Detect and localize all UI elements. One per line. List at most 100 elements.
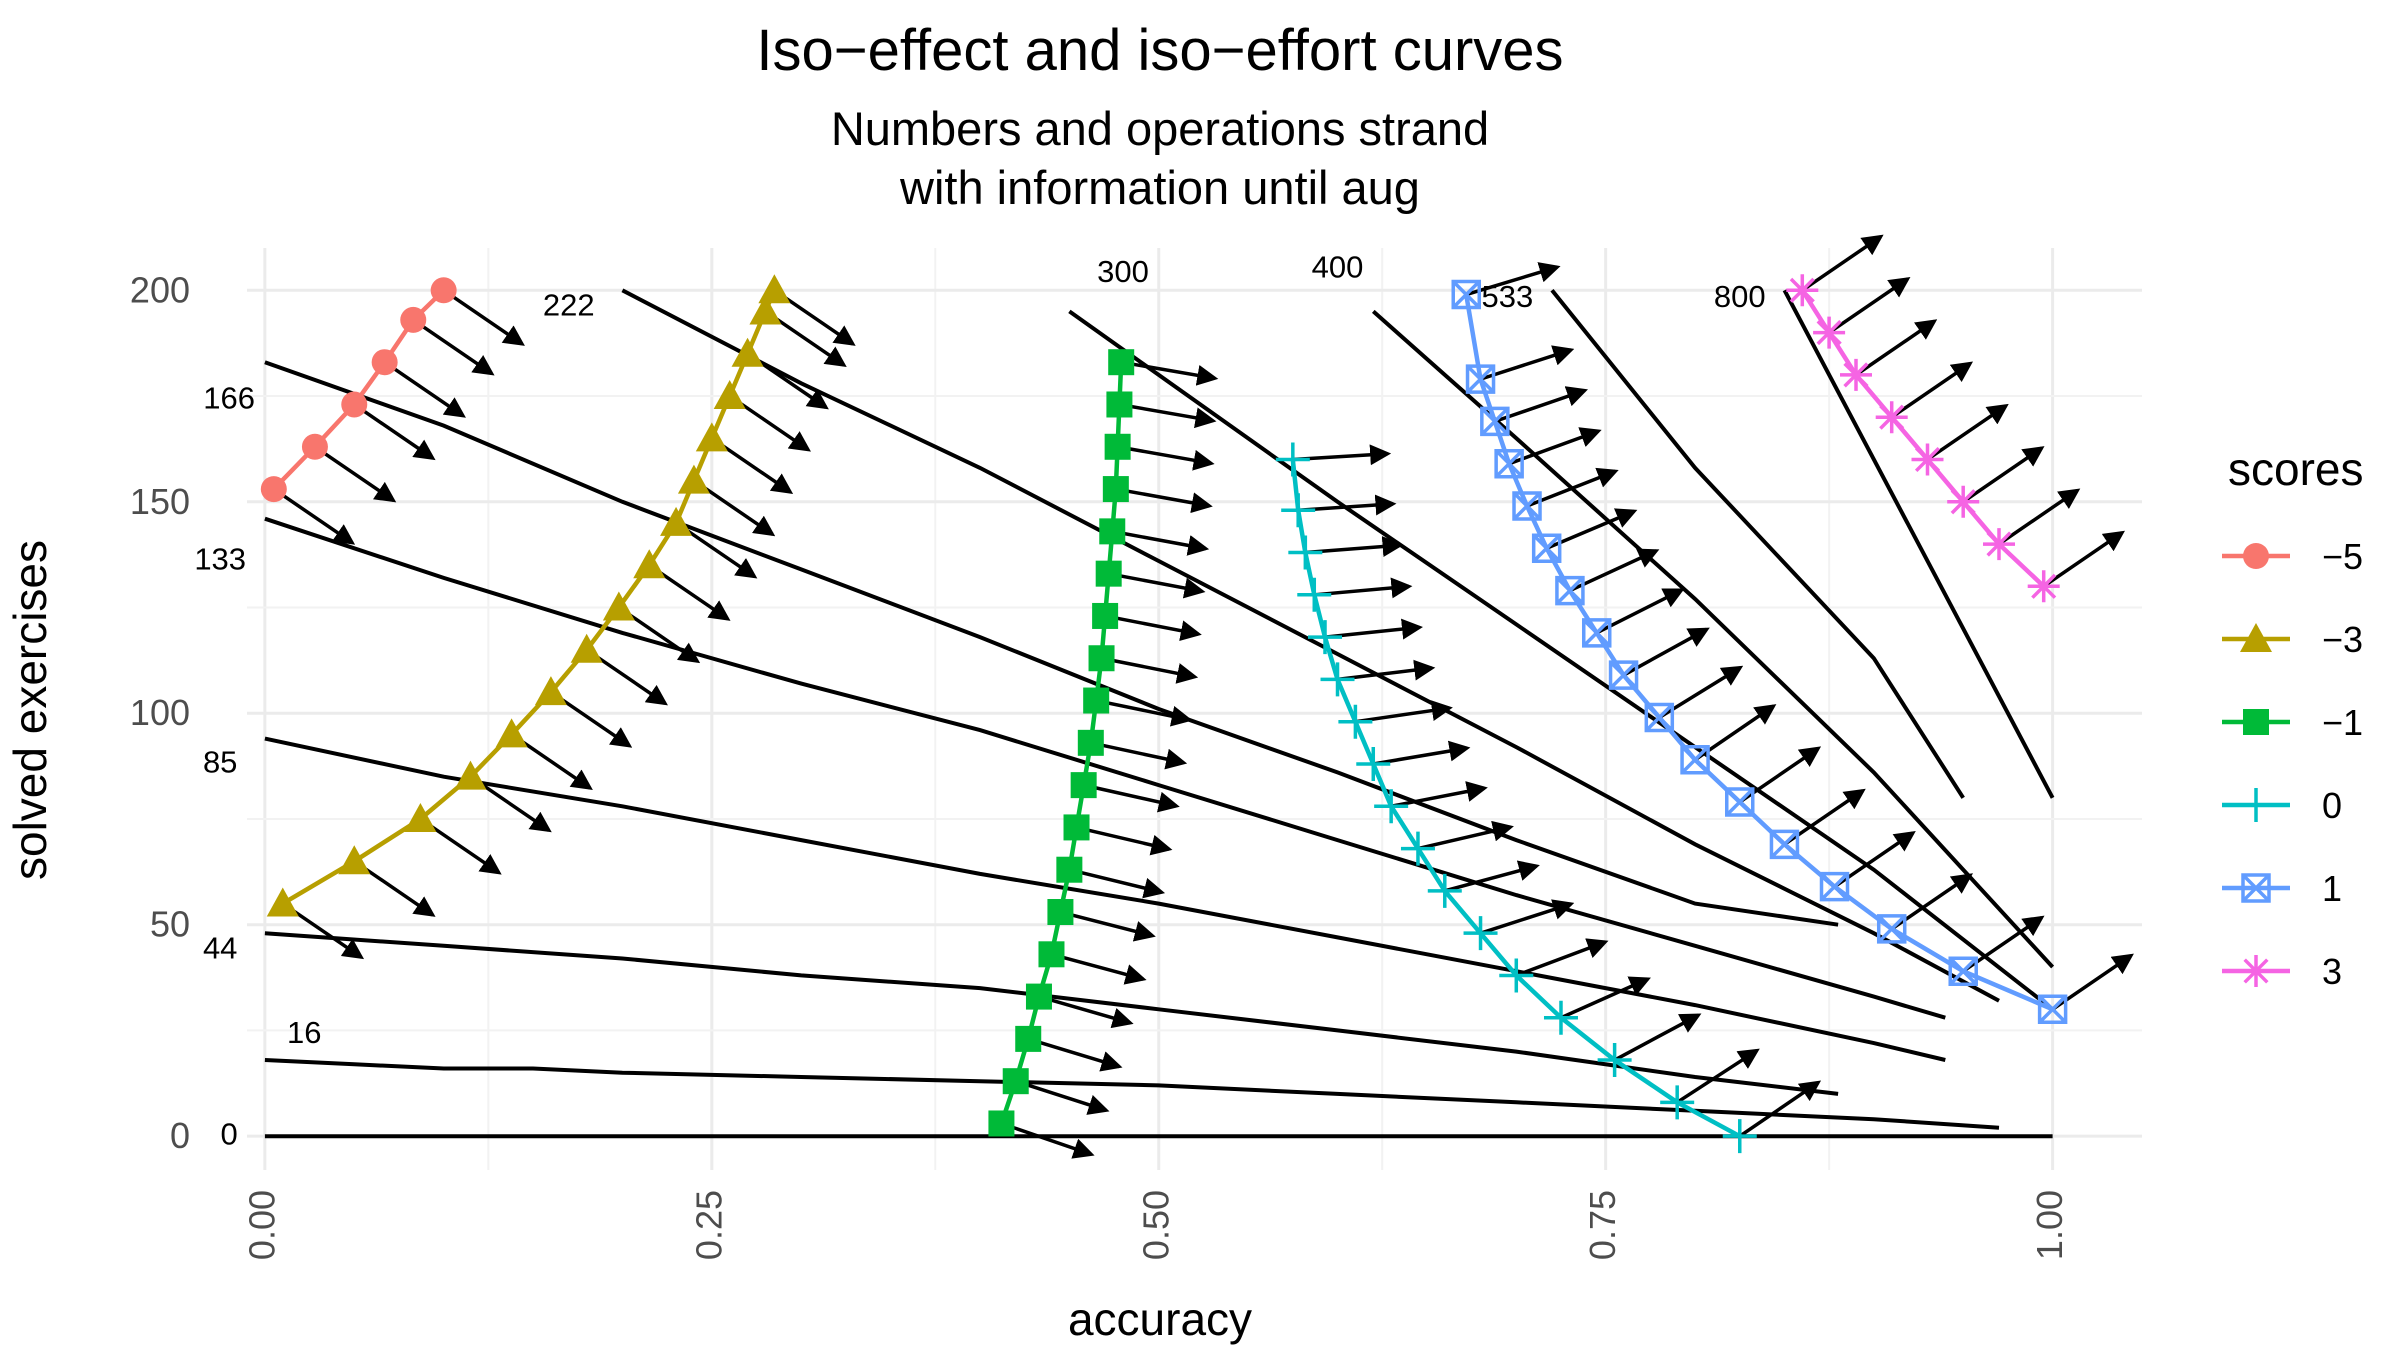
gradient-arrow [1613,1013,1702,1062]
gradient-arrow [1111,529,1210,556]
gradient-arrow [1508,427,1602,466]
iso-effort-curves: 0 16 44 85 133 166 222 300 400 533 800 [194,250,2055,1152]
series-point [1722,1119,1757,1154]
series-point [1356,746,1391,781]
gradient-arrow [1854,319,1938,377]
series-point [1608,660,1639,690]
iso-effort-label: 533 [1481,279,1533,314]
gradient-arrow [1962,446,2045,504]
gradient-arrows [272,234,2134,1159]
chart-subtitle-line-1: Numbers and operations strand [831,102,1489,155]
series-point [677,464,710,494]
series-point [400,306,427,333]
series-point [1092,602,1119,629]
series-point [1769,829,1800,860]
axis-ticks: 0.00 0.25 0.50 0.75 1.00 0 50 100 150 200 [130,269,2070,1260]
series-point [1281,493,1316,528]
series-point [1947,485,1980,518]
gradient-arrow [1095,698,1193,727]
series-point [1463,916,1498,951]
series-point [371,349,398,376]
iso-effort-label: 166 [203,381,255,416]
gradient-arrow [353,403,436,461]
series-point [1451,279,1481,310]
y-tick-label: 50 [150,904,190,945]
series-point [602,591,635,621]
iso-effort-label: 800 [1714,279,1766,314]
series-point [1038,941,1065,968]
series-point [301,433,328,460]
iso-effort-label: 222 [543,288,595,323]
gradient-arrow [383,360,466,418]
series-point [1983,528,2015,561]
series-point [660,506,693,536]
series-point [1083,687,1110,714]
series-point [1813,316,1846,349]
series-point [1644,702,1675,733]
series-point [454,760,487,790]
legend: scores −5 −3 −1 0 1 3 [2218,443,2363,1009]
series-point [1465,364,1496,394]
series-point [1047,899,1074,926]
gradient-arrow [1494,386,1588,424]
gradient-arrow [1997,488,2081,546]
gradient-arrow [1076,825,1173,856]
score-series [260,274,2068,1154]
gradient-arrow [1480,899,1575,935]
x-tick-label: 0.00 [241,1190,282,1260]
chart-subtitle-line-2: with information until aug [899,161,1420,214]
series-point [1840,358,1872,391]
grid [247,248,2142,1170]
x-tick-label: 0.25 [688,1190,729,1260]
iso-effort-label: 0 [220,1117,237,1152]
series-point [1308,620,1342,655]
series-point [1070,772,1097,799]
legend-label: 1 [2322,868,2342,909]
gradient-arrow [1083,783,1180,813]
series-point [266,887,299,917]
gradient-arrow [1444,860,1540,893]
gradient-arrow [2042,530,2125,588]
y-tick-label: 150 [130,481,190,522]
gradient-arrow [1337,659,1436,682]
iso-effort-curve [264,1058,2000,1130]
series-point [1875,401,1908,434]
iso-effort-label: 85 [203,744,237,779]
gradient-arrow [272,487,356,545]
legend-label: 0 [2322,785,2342,826]
legend-label: 3 [2322,951,2342,992]
series-point [495,718,528,748]
series-point [1499,958,1534,993]
gradient-arrow [1465,262,1561,297]
series-point [2027,570,2060,603]
series-point [1063,814,1090,841]
gradient-arrow [412,318,495,376]
series-point [1531,533,1562,564]
series-point [1374,789,1409,824]
series-point [1597,1043,1632,1078]
series-point [731,337,764,367]
chart-title: Iso−effect and iso−effort curves [756,18,1563,83]
gradient-arrow [1676,1048,1760,1104]
series-point [1948,956,1978,986]
gradient-arrow [1355,700,1453,724]
gradient-arrow [1000,1121,1095,1159]
gradient-arrow [1115,487,1213,514]
series-point [695,422,728,452]
gradient-arrow [1015,1079,1110,1115]
iso-effort-curve [1550,289,1965,799]
iso-effort-curve [264,736,1946,1062]
iso-effort-label: 16 [287,1015,321,1050]
series-point [1427,873,1462,908]
iso-effort-curve [264,931,1839,1096]
series-point [1555,575,1585,606]
series-point [1660,1085,1695,1120]
gradient-arrow [1390,781,1488,808]
iso-effort-curve [621,288,2000,1003]
gradient-arrow [1119,402,1217,429]
gradient-arrow [1090,741,1188,770]
y-tick-label: 0 [170,1115,190,1156]
gradient-arrow [1038,994,1134,1029]
iso-effort-curve [264,516,1946,1020]
legend-title: scores [2228,443,2363,495]
